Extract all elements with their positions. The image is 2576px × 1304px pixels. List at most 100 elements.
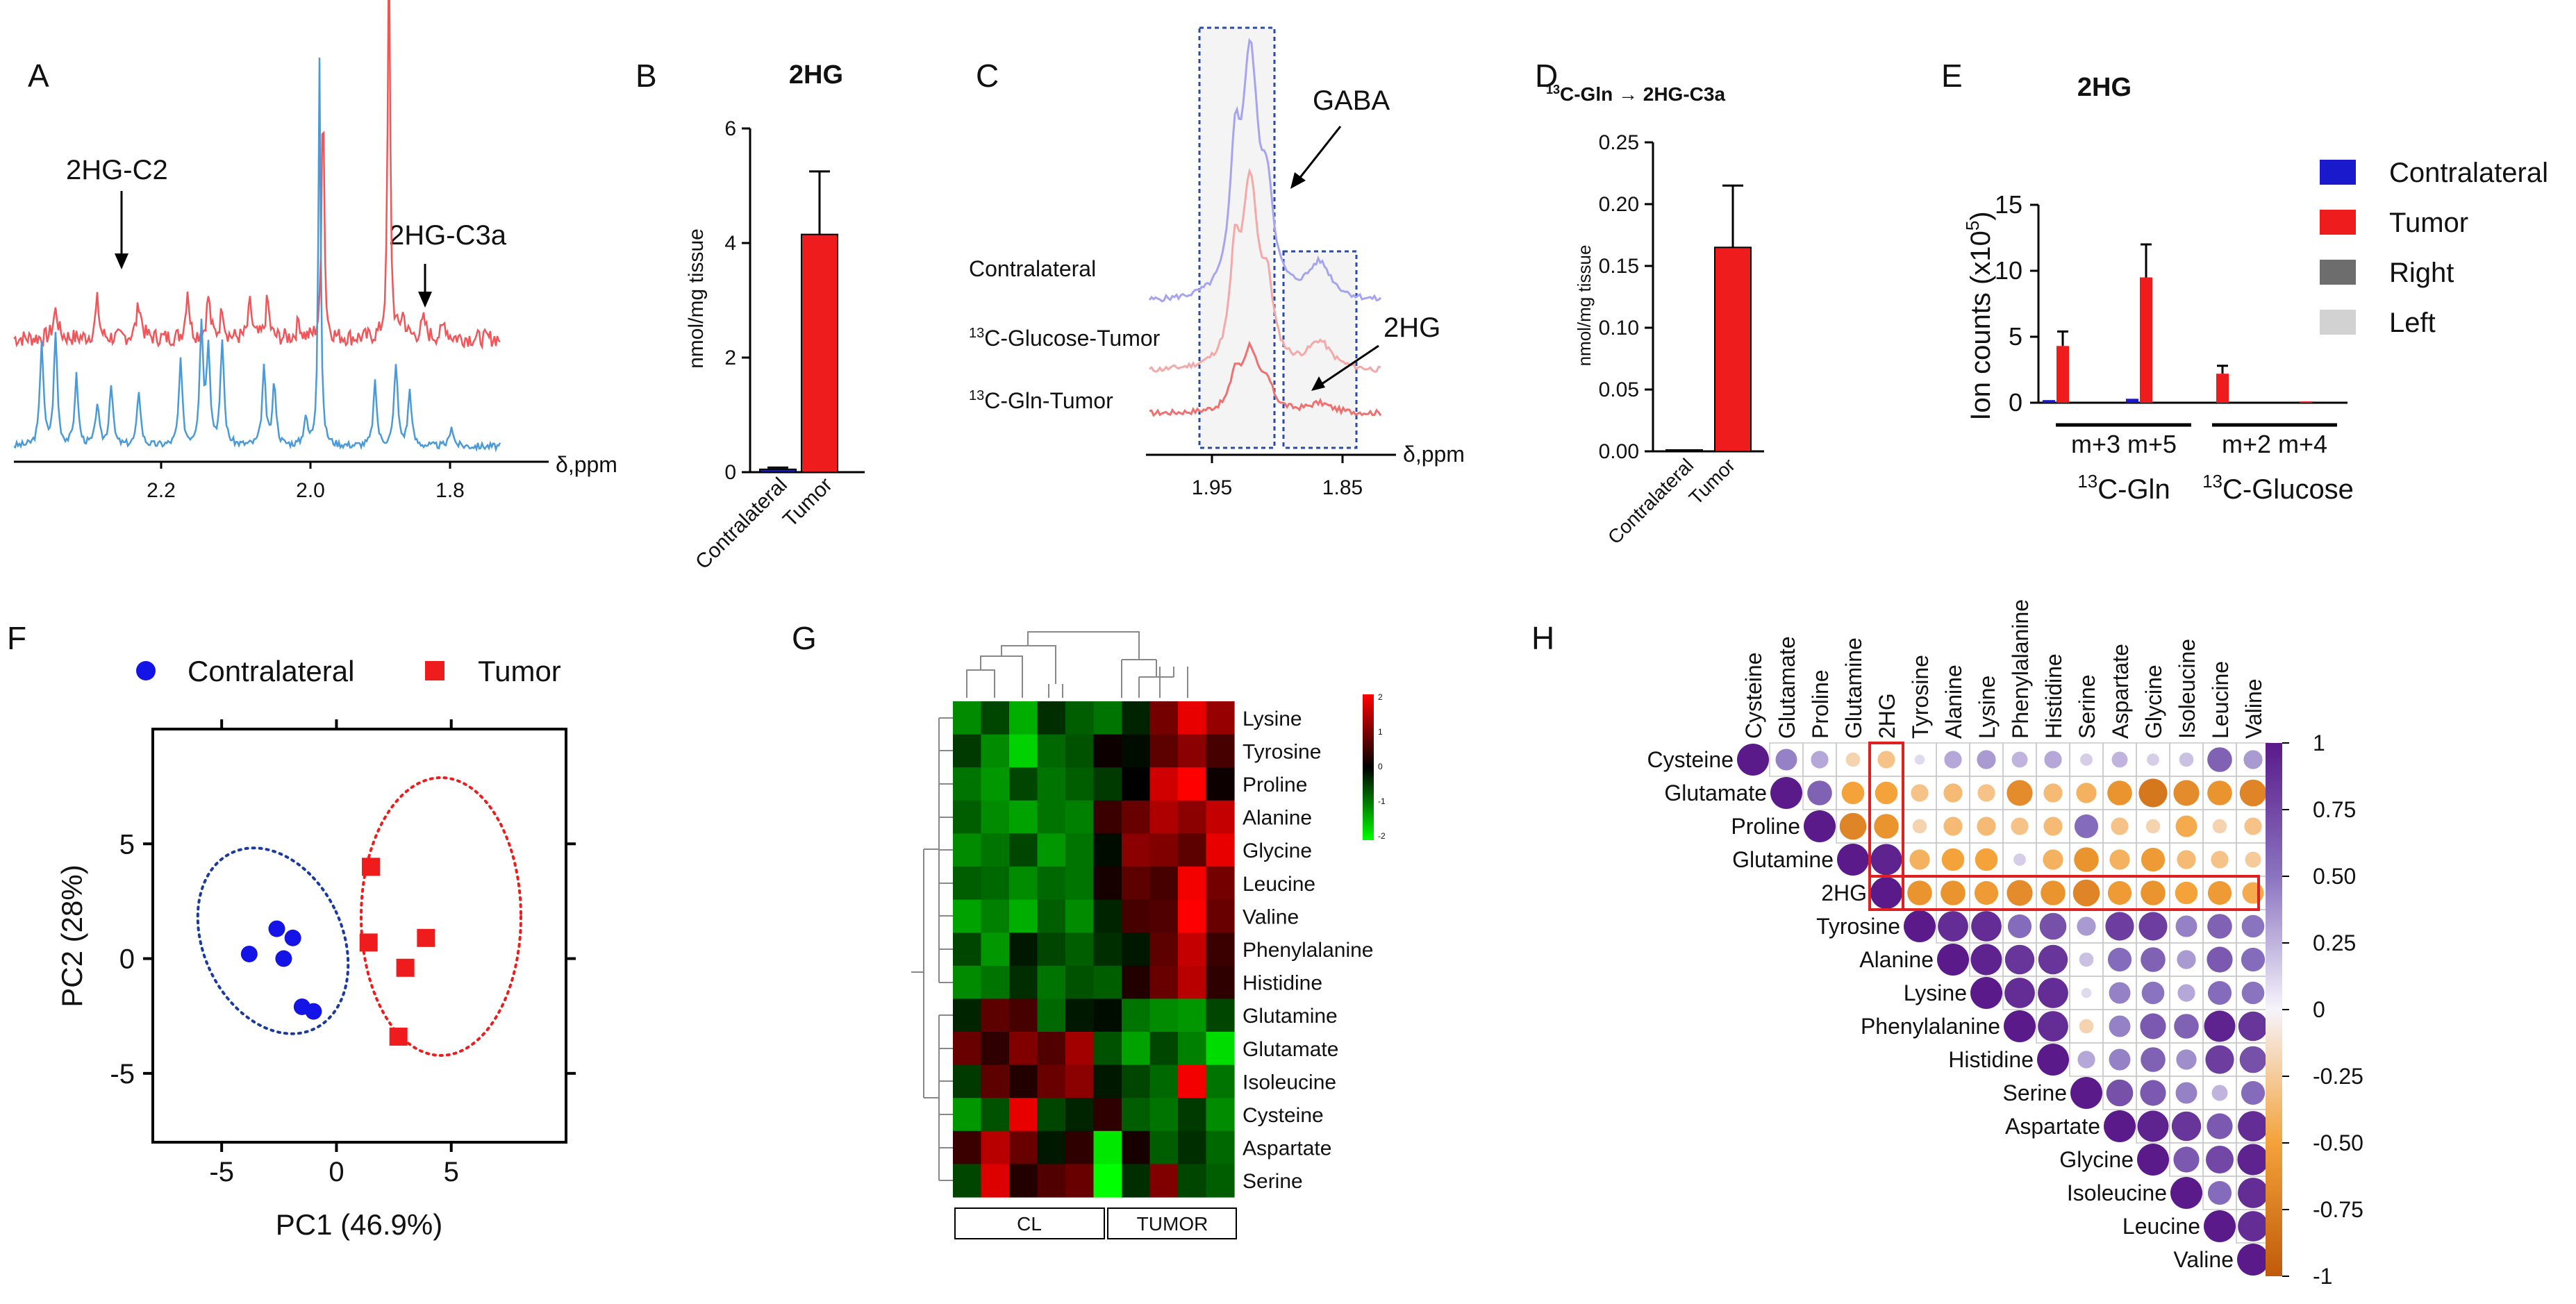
correlation-circle bbox=[1970, 977, 2002, 1009]
heatmap-cell bbox=[1122, 833, 1151, 867]
legend-marker-tumor bbox=[425, 661, 444, 680]
bar-tumor bbox=[1714, 246, 1752, 452]
correlation-circle bbox=[2147, 753, 2159, 766]
correlation-circle bbox=[1911, 784, 1929, 802]
heatmap-cell bbox=[1065, 867, 1095, 901]
heatmap-cell bbox=[1037, 933, 1066, 967]
correlation-circle bbox=[2204, 1010, 2236, 1042]
heatmap-cell bbox=[1206, 800, 1235, 834]
heatmap-cell bbox=[1149, 800, 1179, 834]
panel-d-bar-chart: 13C-Gln → 2HG-C3a nmol/mg tissue 0.000.0… bbox=[1546, 83, 1764, 549]
correlation-legend-ticks: 1 0.75 0.50 0.25 0 -0.25 -0.50 -0.75 -1 bbox=[2282, 730, 2363, 1289]
correlation-column-label: Glutamate bbox=[1775, 636, 1800, 739]
correlation-row-label: Valine bbox=[2173, 1247, 2234, 1272]
heatmap-cell bbox=[1149, 1098, 1179, 1132]
heatmap-cell bbox=[1037, 833, 1066, 867]
arrow-head-icon bbox=[1311, 376, 1325, 391]
legend-swatch-left bbox=[2320, 310, 2356, 335]
y-tick-label: 0 bbox=[724, 461, 736, 484]
correlation-circle bbox=[2070, 1077, 2102, 1109]
heatmap-cell bbox=[953, 867, 982, 901]
tracer-label-gln: 13C-Gln bbox=[2077, 471, 2170, 505]
heatmap-cell bbox=[1178, 867, 1207, 901]
heatmap-cell bbox=[981, 701, 1010, 735]
correlation-legend-tick-label: -0.25 bbox=[2313, 1064, 2363, 1089]
heatmap-cell bbox=[981, 833, 1010, 867]
legend-marker-contralateral bbox=[136, 661, 156, 680]
heatmap-cell bbox=[1065, 998, 1095, 1033]
heatmap-legend-ticks: 2 1 0 -1 -2 bbox=[1378, 692, 1386, 841]
correlation-legend-tick-label: 0.50 bbox=[2313, 864, 2356, 889]
y-tick-label: 2 bbox=[724, 346, 736, 369]
heatmap-cell bbox=[1093, 833, 1122, 867]
panel-e-grouped-bar-chart: 2HG Ion counts (x105) 0 5 10 15 m+3 m+5 m+2… bbox=[1962, 73, 2548, 505]
panel-letter-e: E bbox=[1941, 58, 1963, 94]
correlation-column-label: Serine bbox=[2075, 675, 2100, 739]
correlation-circle bbox=[1975, 848, 1998, 871]
correlation-row-label: Proline bbox=[1731, 814, 1800, 839]
y-tick-label: -5 bbox=[110, 1059, 135, 1089]
correlation-circle bbox=[2177, 950, 2196, 969]
heatmap-cell bbox=[1178, 933, 1207, 967]
heatmap-cell bbox=[1093, 998, 1122, 1033]
correlation-circle bbox=[1943, 783, 1963, 803]
correlation-circle bbox=[2077, 917, 2096, 936]
correlation-circle bbox=[2004, 1010, 2036, 1042]
heatmap-cell bbox=[1009, 867, 1038, 901]
heatmap-cell bbox=[1178, 767, 1207, 801]
heatmap-cell bbox=[981, 1164, 1010, 1198]
y-tick-label: 5 bbox=[119, 829, 135, 860]
heatmap-cell bbox=[1009, 1164, 1038, 1198]
correlation-circle bbox=[2207, 880, 2232, 905]
correlation-circle bbox=[2205, 1045, 2234, 1074]
y-tick-label: 0 bbox=[2009, 388, 2022, 417]
correlation-legend-tick-label: -1 bbox=[2313, 1264, 2332, 1289]
panel-c-spectra-zoom: Contralateral 13C-Glucose-Tumor 13C-Gln-… bbox=[969, 26, 1465, 499]
heatmap-cell bbox=[953, 998, 982, 1033]
heatmap-cell bbox=[953, 965, 982, 999]
correlation-circle bbox=[2237, 1244, 2269, 1276]
heatmap-cell bbox=[1122, 965, 1151, 999]
row-dendrogram-lines bbox=[911, 717, 953, 1181]
heatmap-cell bbox=[1037, 800, 1066, 834]
heatmap-cell bbox=[1206, 734, 1235, 768]
heatmap-cell bbox=[1065, 767, 1095, 801]
correlation-legend-tick-label: 0.75 bbox=[2313, 797, 2356, 822]
correlation-circle bbox=[2107, 947, 2132, 972]
2hg-row-highlight bbox=[1868, 875, 2260, 911]
y-tick-label: 10 bbox=[1995, 256, 2022, 285]
bar-tumor-m+2 bbox=[2216, 374, 2229, 403]
heatmap-cell bbox=[1009, 933, 1038, 967]
panel-b-bar-chart: 2HG nmol/mg tissue 0 2 4 6 Contralateral Tu… bbox=[685, 60, 865, 574]
heatmap-cell bbox=[1065, 1064, 1095, 1098]
heatmap-cell bbox=[1037, 1130, 1066, 1164]
correlation-circle bbox=[2212, 819, 2227, 834]
heatmap-legend-tick: -1 bbox=[1378, 796, 1386, 806]
heatmap-row-label: Lysine bbox=[1243, 708, 1302, 730]
heatmap-row-label: Glutamate bbox=[1243, 1038, 1338, 1061]
heatmap-cell bbox=[953, 899, 982, 933]
panel-letter-f: F bbox=[7, 620, 26, 656]
point-tumor bbox=[389, 1027, 408, 1046]
heatmap-cell bbox=[1037, 734, 1066, 768]
correlation-circle bbox=[1941, 848, 1965, 871]
heatmap-cell bbox=[1122, 1164, 1151, 1198]
correlation-circle bbox=[2109, 849, 2130, 870]
correlation-column-label: Isoleucine bbox=[2175, 639, 2200, 739]
heatmap-cell bbox=[1178, 734, 1207, 768]
2hg-arrow bbox=[1319, 344, 1379, 387]
y-tick-label: 0 bbox=[119, 944, 135, 975]
correlation-circle bbox=[2107, 780, 2132, 805]
point-tumor bbox=[417, 928, 435, 947]
heatmap-cell bbox=[981, 933, 1010, 967]
heatmap-cell bbox=[1206, 867, 1235, 901]
panel-a-x-tick-label: 2.0 bbox=[296, 479, 325, 502]
correlation-column-label: Leucine bbox=[2208, 661, 2233, 739]
heatmap-cell bbox=[1206, 998, 1235, 1033]
y-tick-label: 0.15 bbox=[1599, 255, 1639, 278]
panel-f-legend: Contralateral Tumor bbox=[136, 655, 561, 687]
correlation-circle bbox=[2140, 1080, 2166, 1106]
correlation-circle bbox=[2243, 750, 2263, 769]
column-dendrogram-lines bbox=[966, 631, 1188, 698]
